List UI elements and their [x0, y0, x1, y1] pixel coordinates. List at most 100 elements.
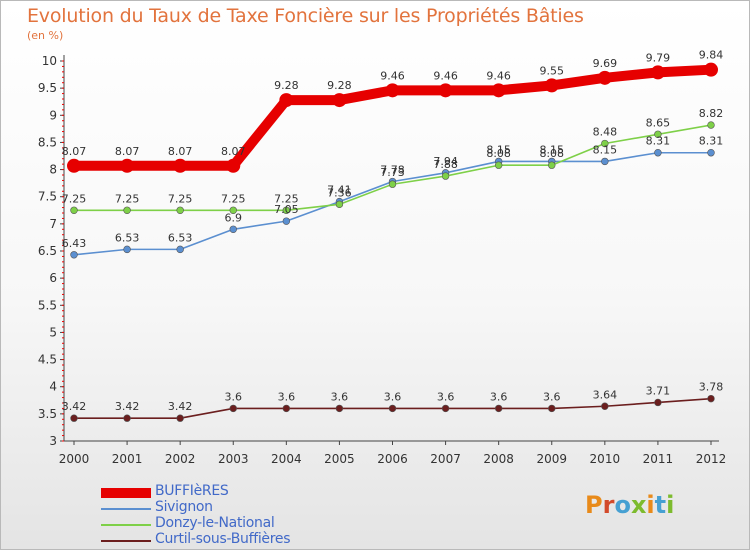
data-label: 3.42	[168, 400, 193, 413]
data-point	[548, 404, 556, 413]
data-point	[70, 251, 78, 259]
data-label: 8.31	[699, 135, 724, 148]
data-point	[491, 83, 506, 98]
data-point	[282, 206, 291, 214]
data-point	[123, 245, 131, 254]
data-point	[282, 217, 291, 225]
data-point	[335, 404, 344, 413]
x-tick-label: 2009	[536, 452, 567, 466]
data-label: 8.07	[221, 145, 246, 158]
y-tick-label: 6.5	[38, 244, 57, 258]
data-label: 3.42	[62, 400, 87, 413]
data-point	[67, 158, 81, 173]
data-label: 7.25	[62, 192, 87, 205]
logo-letter: t	[654, 491, 667, 519]
data-point	[385, 83, 400, 98]
data-point	[229, 225, 237, 233]
data-point	[335, 200, 344, 209]
legend-label: Curtil-sous-Buffières	[155, 531, 291, 547]
data-point	[441, 404, 450, 413]
data-label: 8.15	[486, 143, 511, 156]
data-label: 7.88	[433, 158, 458, 171]
data-label: 9.46	[380, 69, 405, 82]
data-label: 7.41	[327, 184, 352, 197]
data-point	[332, 93, 347, 108]
data-label: 7.25	[274, 192, 299, 205]
data-point	[70, 206, 78, 214]
legend-swatch	[101, 508, 151, 510]
y-unit-label: (en %)	[27, 29, 64, 42]
x-tick-label: 2008	[483, 452, 514, 466]
x-tick-label: 2003	[218, 452, 249, 466]
data-point	[548, 161, 556, 169]
data-point	[388, 404, 397, 413]
data-label: 6.53	[115, 231, 140, 244]
data-point	[229, 404, 237, 413]
data-label: 9.69	[593, 57, 618, 70]
y-tick-label: 4	[49, 380, 57, 394]
proxiti-logo: Proxiti	[585, 491, 674, 519]
data-label: 6.43	[62, 237, 87, 250]
data-point	[601, 402, 609, 410]
y-tick-label: 9	[49, 108, 57, 122]
data-point	[229, 206, 237, 214]
data-point	[707, 149, 715, 157]
data-label: 8.82	[699, 107, 724, 120]
data-label: 9.28	[327, 79, 352, 92]
y-tick-label: 6	[49, 271, 57, 285]
data-point	[654, 149, 662, 157]
y-tick-label: 9.5	[38, 81, 57, 95]
data-point	[601, 157, 609, 166]
legend-label: Donzy-le-National	[155, 515, 275, 531]
data-label: 7.78	[380, 164, 405, 177]
data-point	[704, 62, 718, 77]
logo-letter: i	[646, 491, 655, 519]
data-point	[279, 93, 294, 108]
logo-letter: o	[614, 491, 631, 519]
data-point	[654, 398, 662, 407]
x-tick-label: 2005	[324, 452, 355, 466]
data-point	[494, 404, 503, 413]
data-label: 8.15	[540, 143, 565, 156]
data-point	[707, 121, 715, 129]
data-label: 7.36	[327, 186, 352, 199]
data-label: 7.25	[221, 192, 246, 205]
data-label: 8.48	[593, 126, 618, 139]
legend-swatch	[101, 540, 151, 542]
chart-title: Evolution du Taux de Taxe Foncière sur l…	[27, 5, 584, 27]
data-label: 8.08	[540, 147, 565, 160]
data-point	[123, 414, 131, 422]
data-label: 8.07	[62, 145, 87, 158]
y-tick-label: 3.5	[38, 407, 57, 421]
y-tick-label: 8	[49, 163, 57, 177]
x-tick-label: 2012	[696, 452, 727, 466]
data-point	[650, 65, 665, 80]
data-point	[601, 139, 609, 148]
data-point	[173, 158, 188, 173]
data-label: 9.84	[699, 49, 724, 62]
data-point	[123, 206, 131, 214]
data-label: 3.6	[225, 390, 243, 403]
data-point	[654, 130, 662, 138]
data-point	[438, 83, 453, 98]
data-label: 8.65	[646, 116, 671, 129]
y-tick-label: 4.5	[38, 353, 57, 367]
data-point	[707, 394, 715, 403]
data-point	[120, 158, 135, 173]
data-label: 9.28	[274, 79, 299, 92]
y-tick-label: 3	[49, 434, 57, 448]
legend-label: BUFFIèRES	[155, 483, 229, 499]
y-tick-label: 10	[42, 54, 57, 68]
data-point	[494, 161, 503, 169]
y-tick-label: 5	[49, 325, 57, 339]
legend-swatch	[101, 524, 151, 526]
data-point	[226, 158, 241, 173]
x-tick-label: 2010	[590, 452, 621, 466]
y-tick-label: 7.5	[38, 190, 57, 204]
x-tick-label: 2011	[643, 452, 674, 466]
x-tick-label: 2000	[59, 452, 90, 466]
data-label: 3.42	[115, 400, 140, 413]
logo-letter: i	[666, 491, 675, 519]
